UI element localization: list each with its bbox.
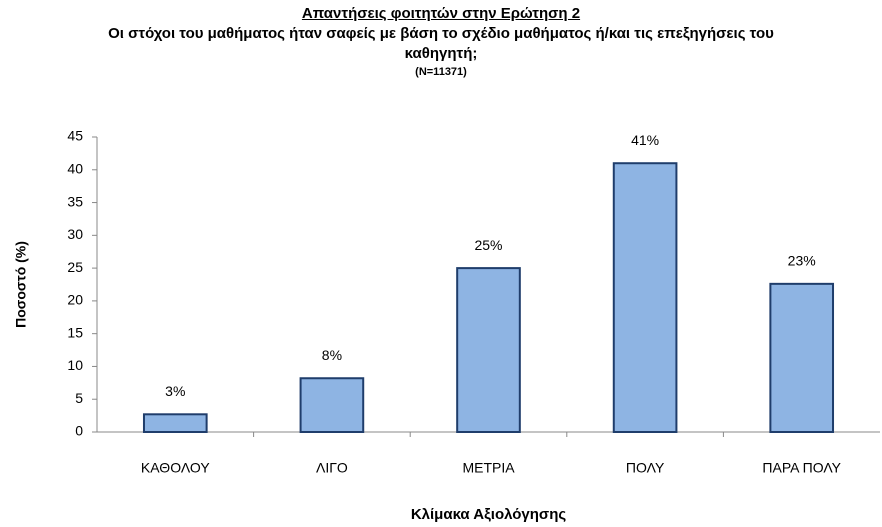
y-tick-label: 25 [67,259,83,275]
chart-title: Απαντήσεις φοιτητών στην Ερώτηση 2 [301,5,581,22]
bar [456,267,521,433]
x-tick-label: ΚΑΘΟΛΟΥ [141,460,210,476]
x-tick-label: ΠΑΡΑ ΠΟΛΥ [762,460,841,476]
bar [299,377,365,433]
y-tick-label: 10 [67,357,83,373]
x-axis-label: Κλίμακα Αξιολόγησης [411,506,567,523]
y-tick-label: 40 [67,160,83,176]
value-label: 41% [631,132,659,148]
x-tick-label: ΜΕΤΡΙΑ [462,460,515,476]
y-tick-label: 5 [75,390,83,406]
bar [769,282,835,433]
x-tick-label: ΛΙΓΟ [316,460,348,476]
bar [142,413,208,433]
chart-subtitle: Οι στόχοι του μαθήματος ήταν σαφείς με β… [108,25,774,62]
y-axis-label: Ποσοστό (%) [13,241,29,328]
value-label: 8% [322,347,342,363]
value-label: 25% [474,237,502,253]
chart-note: (N=11371) [415,66,467,78]
value-label: 3% [165,383,185,399]
y-tick-label: 35 [67,193,83,209]
header: Απαντήσεις φοιτητών στην Ερώτηση 2 Οι στ… [0,4,882,80]
y-tick-label: 30 [67,226,83,242]
y-tick-label: 45 [67,128,83,144]
bar [612,162,678,433]
y-tick-label: 15 [67,324,83,340]
y-tick-label: 20 [67,292,83,308]
y-tick-label: 0 [75,423,83,439]
value-label: 23% [788,253,816,269]
x-tick-label: ΠΟΛΥ [626,460,665,476]
